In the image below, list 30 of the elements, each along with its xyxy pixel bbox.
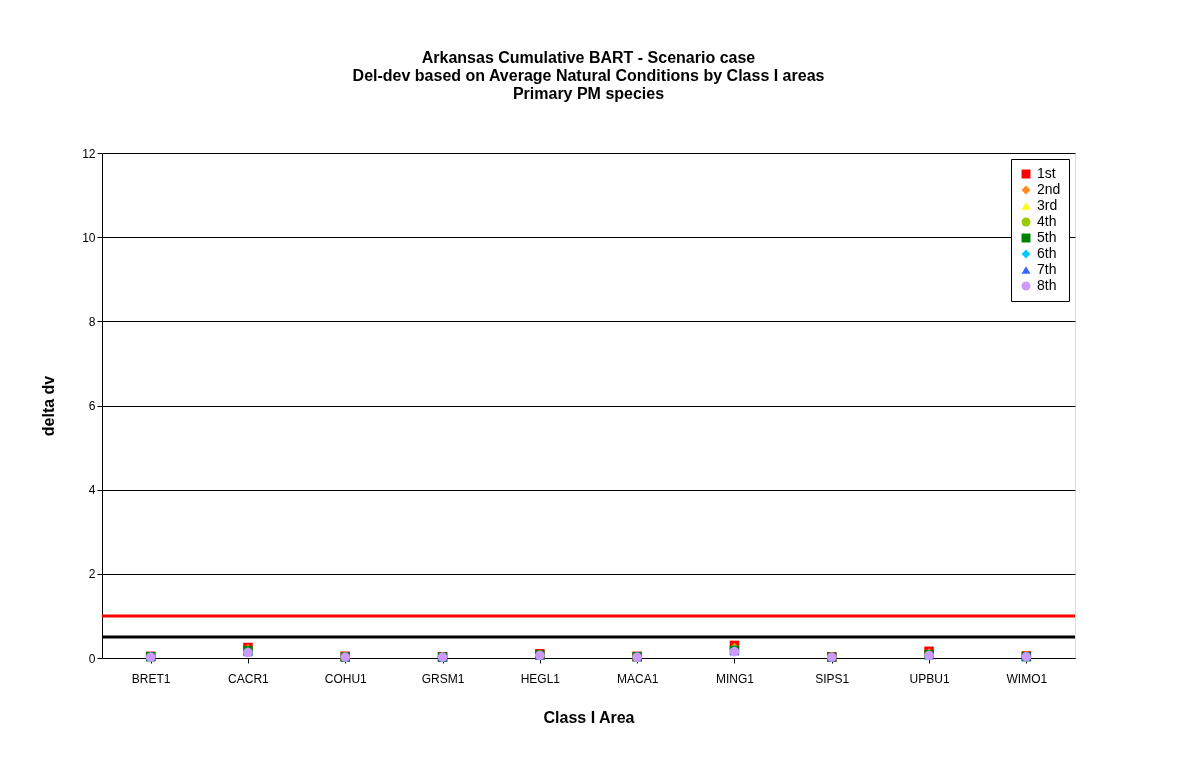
text: Del-dev based on Average Natural Conditions by Class I areas (352, 67, 825, 84)
x-tick-label: GRSM1 (421, 671, 465, 686)
y-tick-label: 10 (82, 230, 96, 245)
y-tick-label: 6 (88, 399, 96, 413)
x-tick-label: MING1 (715, 671, 755, 686)
legend-label: 5th (1037, 229, 1057, 245)
y-tick-label: 8 (88, 314, 96, 329)
legend-label: 3rd (1037, 197, 1058, 213)
text: Arkansas Cumulative BART - Scenario case (421, 49, 756, 66)
x-tick-label: UPBU1 (909, 671, 950, 686)
x-tick-label: COHU1 (324, 671, 368, 686)
legend-label: 6th (1037, 245, 1057, 261)
y-tick-label: 2 (88, 567, 96, 582)
x-tick-label: SIPS1 (815, 671, 850, 686)
x-tick-label: WIMO1 (1006, 671, 1048, 686)
legend-label: 2nd (1037, 181, 1061, 197)
x-axis-title: Class I Area (543, 708, 635, 726)
legend-label: 4th (1037, 213, 1057, 229)
legend-label: 1st (1037, 165, 1056, 181)
x-tick-label: MACA1 (616, 671, 659, 686)
text: Primary PM species (512, 85, 665, 102)
x-tick-label: CACR1 (228, 671, 270, 686)
x-tick-label: BRET1 (131, 671, 171, 686)
legend-label: 7th (1037, 261, 1057, 277)
y-tick-label: 0 (88, 651, 96, 666)
x-tick-label: HEGL1 (520, 671, 561, 686)
y-tick-label: 4 (88, 483, 96, 498)
y-tick-label: 12 (82, 146, 96, 161)
legend-label: 8th (1037, 277, 1057, 293)
y-axis-title: delta dv (40, 375, 58, 437)
